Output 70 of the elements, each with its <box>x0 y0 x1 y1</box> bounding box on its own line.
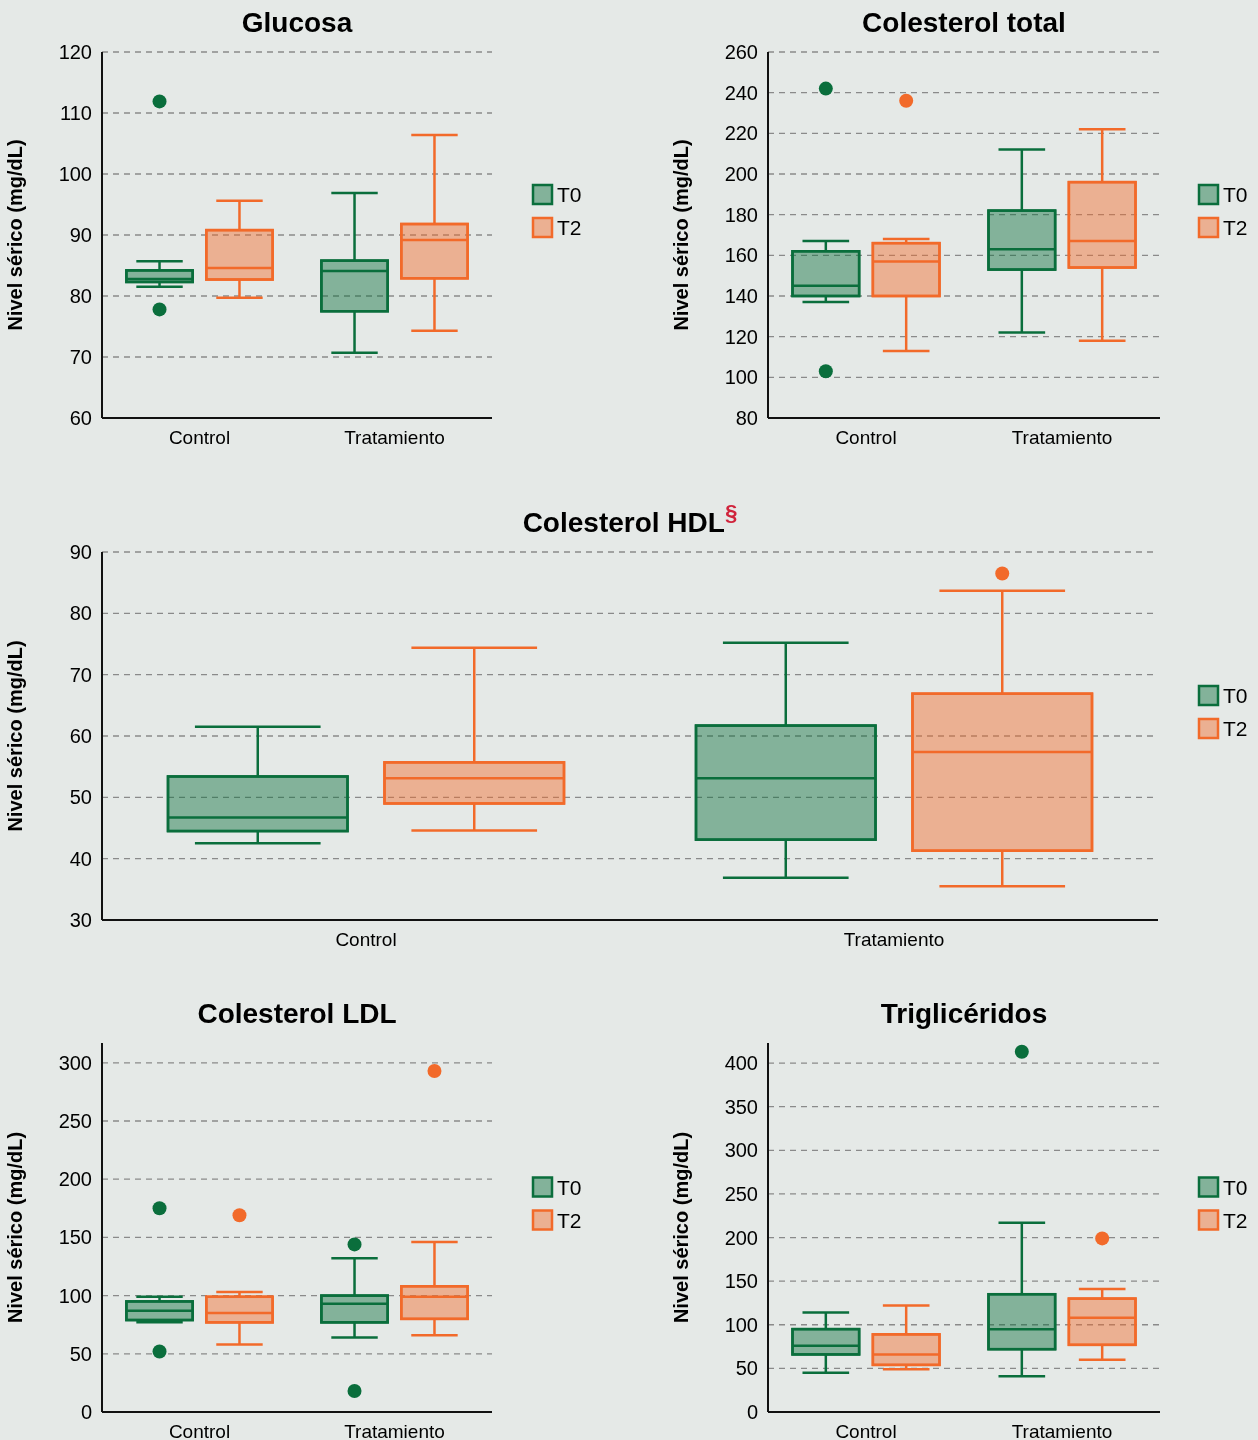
y-tick-label: 100 <box>724 1313 758 1336</box>
y-tick-label: 100 <box>58 1284 92 1307</box>
legend-label: T2 <box>557 1208 582 1232</box>
legend-label: T2 <box>1223 1208 1248 1232</box>
y-tick-label: 100 <box>724 366 758 389</box>
y-tick-label: 80 <box>69 602 92 625</box>
y-axis-title: Nivel sérico (mg/dL) <box>4 1131 26 1324</box>
y-tick-label: 60 <box>69 725 92 747</box>
x-tick-label: Control <box>335 929 397 950</box>
y-tick-label: 150 <box>724 1270 758 1293</box>
x-tick-label: Control <box>835 427 897 448</box>
chart-title: Glucosa <box>241 7 353 38</box>
y-tick-label: 300 <box>58 1051 92 1074</box>
chart-title: Colesterol HDL$^{§}$ <box>522 499 738 538</box>
y-tick-label: 80 <box>735 407 758 429</box>
y-tick-label: 0 <box>80 1401 92 1423</box>
y-tick-label: 220 <box>724 122 758 145</box>
y-tick-label: 200 <box>724 163 758 185</box>
y-tick-label: 50 <box>69 786 92 809</box>
y-tick-label: 240 <box>724 81 758 104</box>
y-axis-title: Nivel sérico (mg/dL) <box>4 139 26 331</box>
y-tick-label: 250 <box>58 1109 92 1132</box>
legend-label: T0 <box>1223 183 1248 207</box>
y-tick-label: 40 <box>69 847 92 870</box>
x-tick-label: Control <box>168 1421 231 1440</box>
x-tick-label: Tratamiento <box>344 1421 445 1440</box>
x-tick-label: Control <box>168 427 231 448</box>
y-axis-title: Nivel sérico (mg/dL) <box>670 1131 692 1324</box>
y-tick-label: 90 <box>69 541 92 563</box>
legend-label: T0 <box>1223 1175 1248 1199</box>
y-tick-label: 90 <box>69 224 92 246</box>
y-tick-label: 350 <box>724 1095 758 1118</box>
legend-label: T0 <box>557 183 582 207</box>
x-tick-label: Tratamiento <box>1011 427 1113 448</box>
legend-label: T2 <box>1223 216 1248 240</box>
y-tick-label: 80 <box>69 285 92 307</box>
y-tick-label: 400 <box>724 1052 758 1075</box>
x-tick-label: Tratamiento <box>1011 1421 1113 1440</box>
x-tick-label: Tratamiento <box>843 929 945 950</box>
y-tick-label: 60 <box>69 407 92 429</box>
y-tick-label: 140 <box>724 285 758 307</box>
y-tick-label: 70 <box>69 346 92 368</box>
chart-title: Triglicéridos <box>880 998 1048 1029</box>
y-tick-label: 250 <box>724 1182 758 1205</box>
x-tick-label: Tratamiento <box>344 427 445 448</box>
y-axis-title: Nivel sérico (mg/dL) <box>670 139 692 331</box>
y-tick-label: 70 <box>69 663 92 686</box>
y-tick-label: 150 <box>58 1226 92 1249</box>
y-tick-label: 50 <box>735 1357 758 1380</box>
x-tick-label: Control <box>835 1421 897 1440</box>
y-tick-label: 120 <box>724 325 758 348</box>
y-tick-label: 0 <box>746 1401 758 1423</box>
y-tick-label: 300 <box>724 1139 758 1162</box>
y-tick-label: 160 <box>724 244 758 267</box>
legend-label: T2 <box>1223 717 1248 741</box>
legend-label: T0 <box>557 1175 582 1199</box>
y-tick-label: 100 <box>58 163 92 185</box>
y-tick-label: 50 <box>69 1342 92 1365</box>
y-tick-label: 200 <box>724 1226 758 1249</box>
legend-label: T0 <box>1223 684 1248 708</box>
y-tick-label: 110 <box>60 102 92 124</box>
legend-label: T2 <box>557 216 582 240</box>
y-tick-label: 30 <box>69 909 92 931</box>
y-tick-label: 200 <box>58 1168 92 1191</box>
y-axis-title: Nivel sérico (mg/dL) <box>4 640 26 832</box>
chart-title: Colesterol total <box>862 7 1066 38</box>
y-tick-label: 120 <box>58 41 92 63</box>
y-tick-label: 180 <box>724 203 758 226</box>
y-tick-label: 260 <box>724 41 758 63</box>
chart-title: Colesterol LDL <box>197 998 397 1029</box>
